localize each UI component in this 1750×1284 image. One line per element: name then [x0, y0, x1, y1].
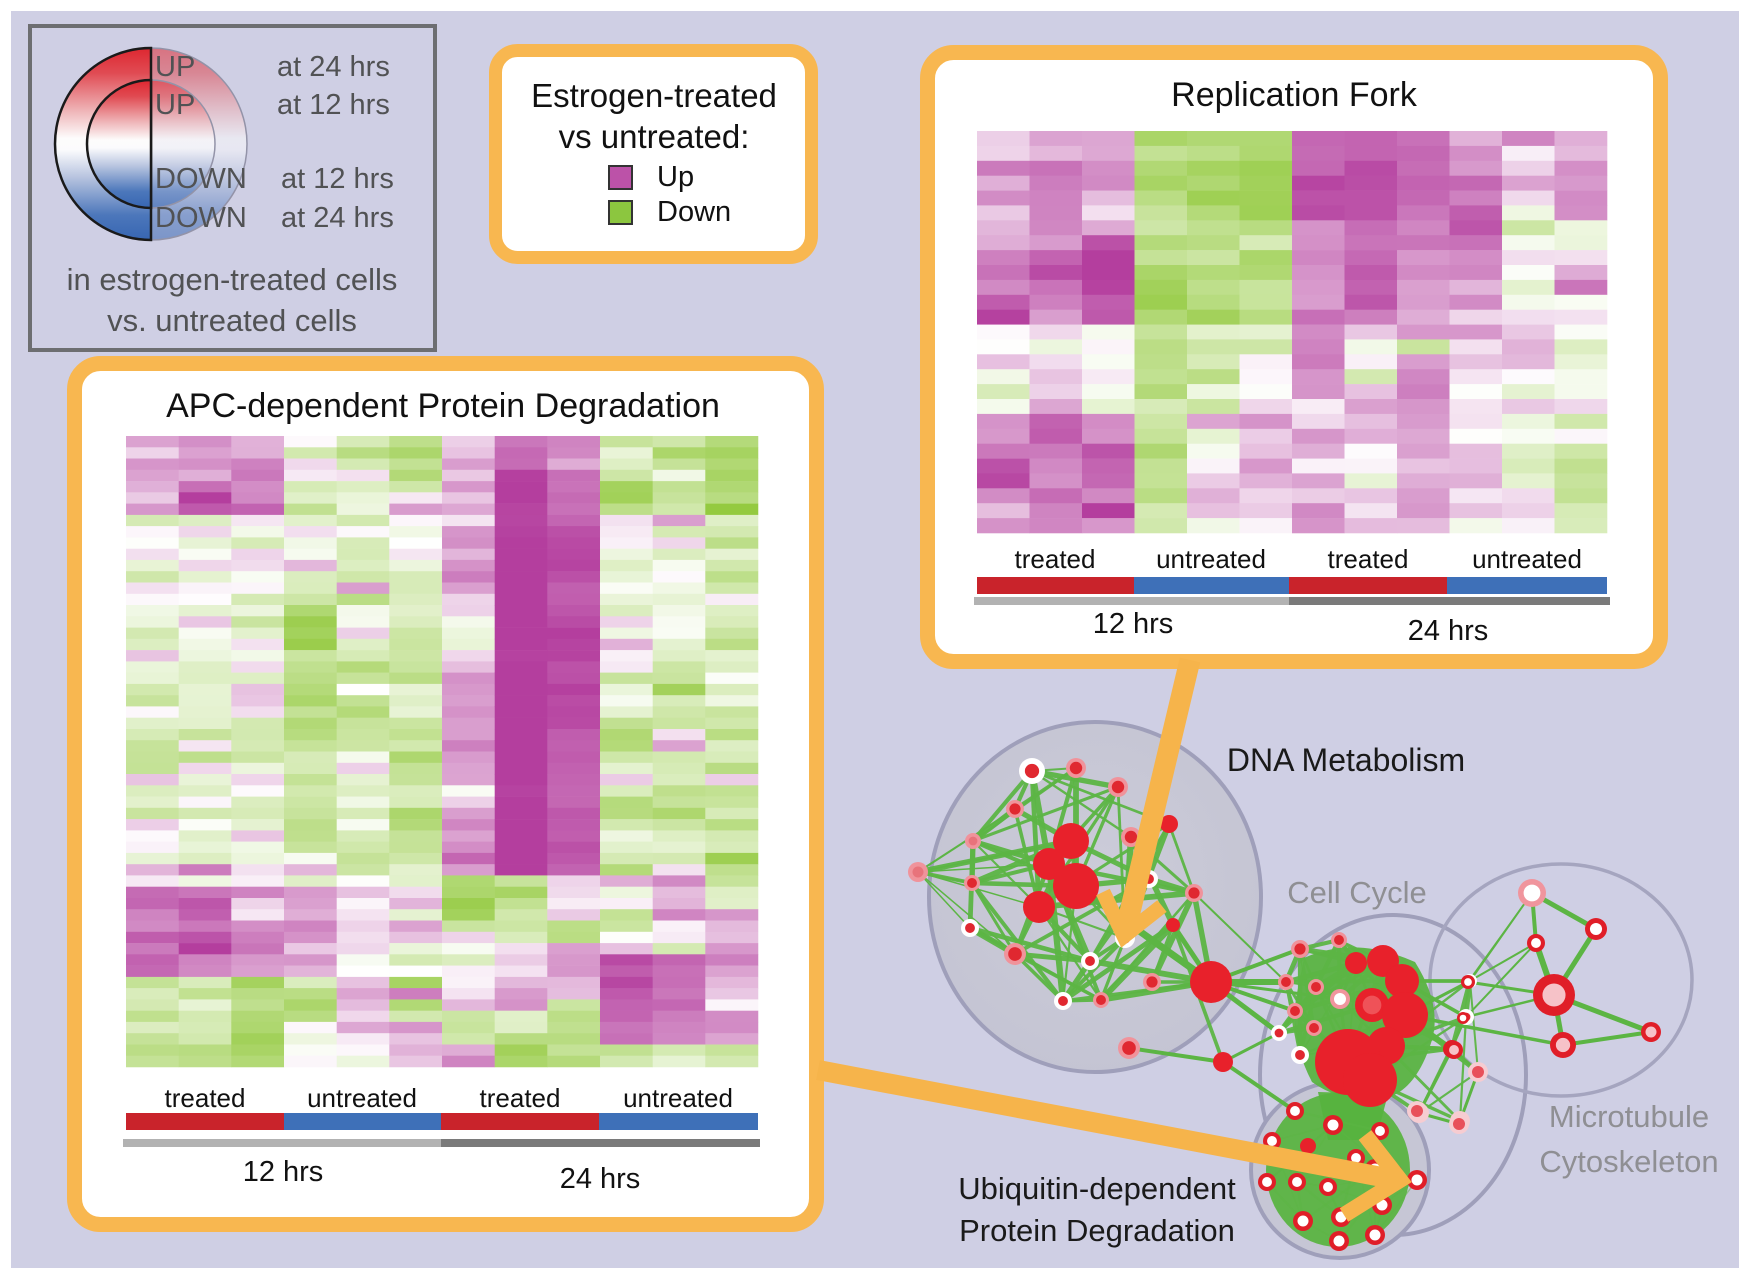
svg-text:at 12 hrs: at 12 hrs	[281, 163, 394, 195]
svg-text:UP: UP	[155, 89, 195, 121]
svg-text:at 12 hrs: at 12 hrs	[277, 89, 390, 121]
svg-text:Cell Cycle: Cell Cycle	[1287, 875, 1427, 910]
svg-text:Down: Down	[657, 196, 731, 228]
svg-text:untreated: untreated	[1156, 544, 1266, 574]
svg-text:treated: treated	[480, 1083, 561, 1113]
svg-text:at 24 hrs: at 24 hrs	[281, 202, 394, 234]
svg-text:vs untreated:: vs untreated:	[559, 118, 750, 155]
svg-text:12 hrs: 12 hrs	[243, 1156, 324, 1188]
svg-text:DNA Metabolism: DNA Metabolism	[1227, 742, 1465, 778]
svg-text:in estrogen-treated cells: in estrogen-treated cells	[67, 262, 398, 297]
svg-text:treated: treated	[1015, 544, 1096, 574]
svg-text:Up: Up	[657, 161, 694, 193]
svg-text:DOWN: DOWN	[155, 163, 247, 195]
svg-text:APC-dependent Protein Degradat: APC-dependent Protein Degradation	[166, 387, 720, 425]
svg-text:vs. untreated cells: vs. untreated cells	[107, 303, 357, 338]
svg-text:untreated: untreated	[623, 1083, 733, 1113]
svg-text:Microtubule: Microtubule	[1549, 1099, 1709, 1134]
svg-text:treated: treated	[165, 1083, 246, 1113]
svg-text:Replication Fork: Replication Fork	[1171, 76, 1418, 114]
svg-text:treated: treated	[1328, 544, 1409, 574]
svg-text:12 hrs: 12 hrs	[1093, 608, 1174, 640]
svg-text:Cytoskeleton: Cytoskeleton	[1539, 1144, 1718, 1179]
svg-text:untreated: untreated	[307, 1083, 417, 1113]
svg-text:Ubiquitin-dependent: Ubiquitin-dependent	[958, 1171, 1236, 1206]
svg-text:DOWN: DOWN	[155, 202, 247, 234]
svg-text:UP: UP	[155, 51, 195, 83]
svg-text:24 hrs: 24 hrs	[560, 1163, 641, 1195]
svg-text:Estrogen-treated: Estrogen-treated	[531, 77, 777, 114]
svg-text:Protein Degradation: Protein Degradation	[959, 1213, 1235, 1248]
svg-text:at 24 hrs: at 24 hrs	[277, 51, 390, 83]
svg-text:24 hrs: 24 hrs	[1408, 615, 1489, 647]
svg-text:untreated: untreated	[1472, 544, 1582, 574]
